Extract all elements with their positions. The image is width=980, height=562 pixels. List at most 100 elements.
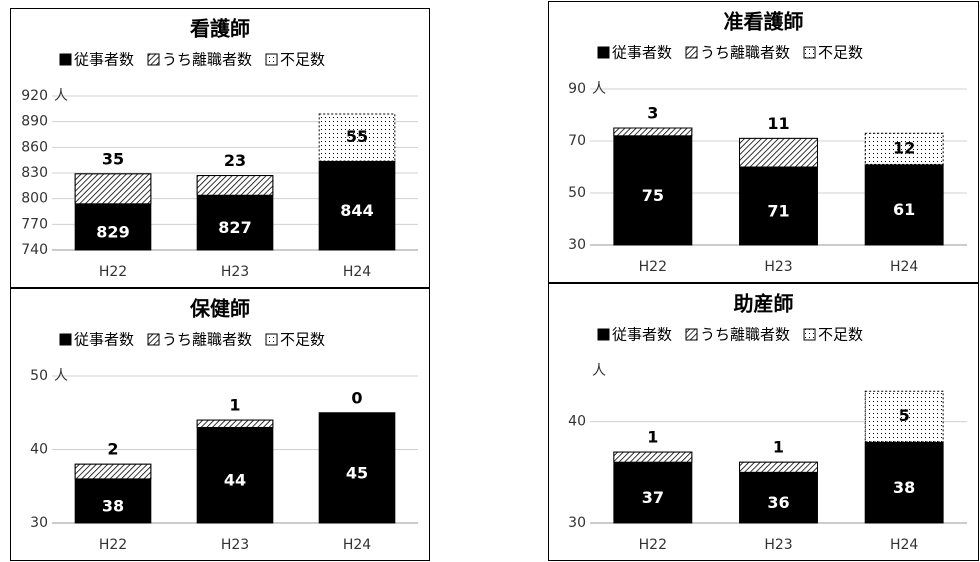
legend-label: うち離職者数: [162, 51, 252, 69]
value-label-shortage: 5: [899, 406, 910, 425]
legend-swatch: [147, 333, 160, 346]
value-label-employed: 829: [96, 222, 129, 241]
y-tick-label: 90: [568, 81, 586, 97]
y-unit: 人: [54, 368, 68, 384]
legend-swatch: [685, 328, 698, 341]
bar-turnover: [74, 463, 152, 480]
value-label-turnover: 1: [229, 396, 240, 415]
legend-label: 不足数: [280, 331, 325, 349]
chart-title: 助産師: [734, 292, 794, 316]
value-label-employed: 37: [642, 488, 664, 507]
legend-label: うち離職者数: [162, 331, 252, 349]
x-tick-label: H22: [99, 264, 127, 280]
value-label-employed: 38: [102, 496, 124, 515]
bar-turnover: [74, 173, 152, 205]
y-tick-label: 40: [30, 442, 48, 458]
value-label-employed: 44: [224, 471, 246, 490]
legend-swatch: [597, 46, 610, 59]
chart-title: 准看護師: [724, 10, 804, 34]
y-tick-label: 30: [30, 515, 48, 531]
legend-swatch: [265, 333, 278, 346]
chart-title: 保健師: [189, 297, 250, 321]
legend-swatch: [803, 46, 816, 59]
bar-turnover: [613, 127, 693, 137]
value-label-employed: 45: [346, 463, 368, 482]
legend-label: うち離職者数: [700, 326, 790, 344]
x-tick-label: H22: [639, 537, 667, 553]
y-unit: 人: [592, 363, 606, 379]
bar-shortage: [318, 113, 396, 162]
value-label-turnover: 11: [767, 114, 789, 133]
value-label-employed: 71: [767, 202, 789, 221]
legend-swatch: [147, 53, 160, 66]
y-tick-label: 40: [568, 414, 586, 430]
x-tick-label: H24: [890, 259, 918, 275]
x-tick-label: H23: [764, 259, 792, 275]
y-tick-label: 770: [21, 216, 48, 232]
bar-turnover: [196, 175, 274, 196]
value-label-employed: 844: [340, 201, 373, 220]
x-tick-label: H23: [221, 537, 249, 553]
value-label-turnover: 2: [107, 440, 118, 459]
value-label-turnover: 0: [351, 388, 362, 407]
y-unit: 人: [592, 81, 606, 97]
legend-label: うち離職者数: [700, 44, 790, 62]
x-tick-label: H24: [890, 537, 918, 553]
y-tick-label: 50: [568, 185, 586, 201]
value-label-employed: 61: [893, 200, 915, 219]
value-label-turnover: 3: [647, 104, 658, 123]
y-tick-label: 70: [568, 133, 586, 149]
legend-label: 不足数: [280, 51, 325, 69]
bar-shortage: [864, 390, 944, 443]
legend-swatch: [59, 53, 72, 66]
legend-label: 従事者数: [612, 326, 672, 344]
legend-label: 不足数: [818, 44, 863, 62]
bar-turnover: [196, 419, 274, 428]
panel-border: [548, 283, 979, 561]
chart-title: 看護師: [190, 17, 250, 41]
legend-swatch: [803, 328, 816, 341]
y-tick-label: 800: [21, 191, 48, 207]
legend-swatch: [59, 333, 72, 346]
panel-border: [548, 1, 979, 283]
legend-swatch: [265, 53, 278, 66]
value-label-turnover: 23: [224, 151, 246, 170]
value-label-shortage: 12: [893, 138, 915, 157]
y-tick-label: 740: [21, 242, 48, 258]
legend-swatch: [597, 328, 610, 341]
bar-employed: [196, 419, 274, 524]
bar-turnover: [613, 451, 693, 463]
legend-label: 従事者数: [612, 44, 672, 62]
y-tick-label: 30: [568, 515, 586, 531]
value-label-turnover: 35: [102, 149, 124, 168]
y-tick-label: 50: [30, 368, 48, 384]
x-tick-label: H23: [764, 537, 792, 553]
x-tick-label: H22: [639, 259, 667, 275]
value-label-employed: 827: [218, 218, 251, 237]
bar-employed: [613, 127, 693, 246]
bar-turnover: [739, 137, 818, 168]
panel-border: [10, 288, 430, 561]
y-tick-label: 890: [21, 114, 48, 130]
y-tick-label: 830: [21, 165, 48, 181]
y-tick-label: 860: [21, 139, 48, 155]
legend-label: 従事者数: [74, 331, 134, 349]
x-tick-label: H23: [221, 264, 249, 280]
value-label-employed: 36: [767, 493, 789, 512]
y-tick-label: 30: [568, 237, 586, 253]
bar-employed: [864, 163, 944, 246]
bar-turnover: [739, 461, 818, 473]
value-label-employed: 75: [642, 186, 664, 205]
value-label-employed: 38: [893, 478, 915, 497]
bar-employed: [864, 441, 944, 524]
bar-employed: [318, 412, 396, 524]
legend-swatch: [685, 46, 698, 59]
bar-employed: [613, 451, 693, 524]
bar-shortage: [864, 132, 944, 165]
legend-label: 不足数: [818, 326, 863, 344]
value-label-turnover: 1: [647, 428, 658, 447]
x-tick-label: H24: [343, 264, 371, 280]
x-tick-label: H22: [99, 537, 127, 553]
